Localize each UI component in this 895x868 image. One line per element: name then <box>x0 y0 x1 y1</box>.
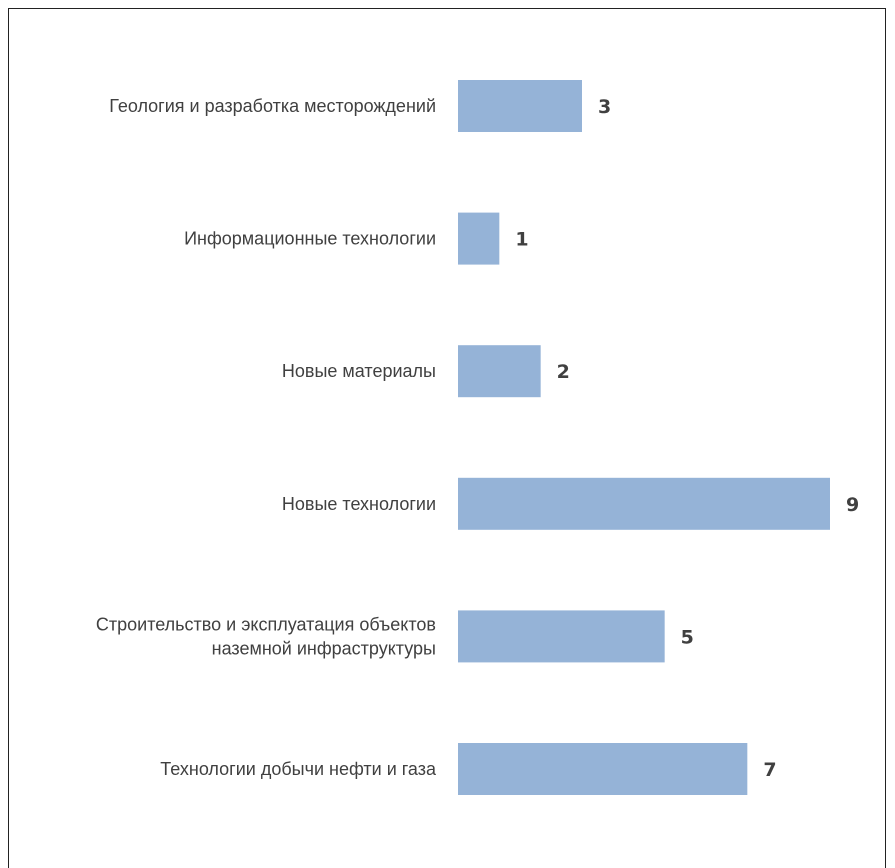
data-label-1: 3 <box>598 96 611 118</box>
bar-2 <box>458 212 500 265</box>
data-label-3: 2 <box>557 361 570 383</box>
data-label-2: 1 <box>515 229 528 251</box>
category-label-5-line-1: Строительство и эксплуатация объектов <box>96 614 436 634</box>
data-label-5: 5 <box>681 626 694 648</box>
category-label-2: Информационные технологии <box>184 229 436 249</box>
bar-1 <box>458 80 582 132</box>
category-label-5-line-2: наземной инфраструктуры <box>212 638 436 658</box>
bar-5 <box>458 610 665 663</box>
category-label-4: Новые технологии <box>282 494 436 514</box>
category-label-6: Технологии добычи нефти и газа <box>160 759 437 779</box>
data-label-4: 9 <box>846 494 859 516</box>
category-label-1: Геология и разработка месторождений <box>109 96 436 116</box>
chart-frame <box>8 8 886 868</box>
bar-6 <box>458 743 748 795</box>
category-label-3: Новые материалы <box>282 361 436 381</box>
bar-3 <box>458 345 541 398</box>
data-label-6: 7 <box>763 759 776 781</box>
bar-4 <box>458 477 830 530</box>
